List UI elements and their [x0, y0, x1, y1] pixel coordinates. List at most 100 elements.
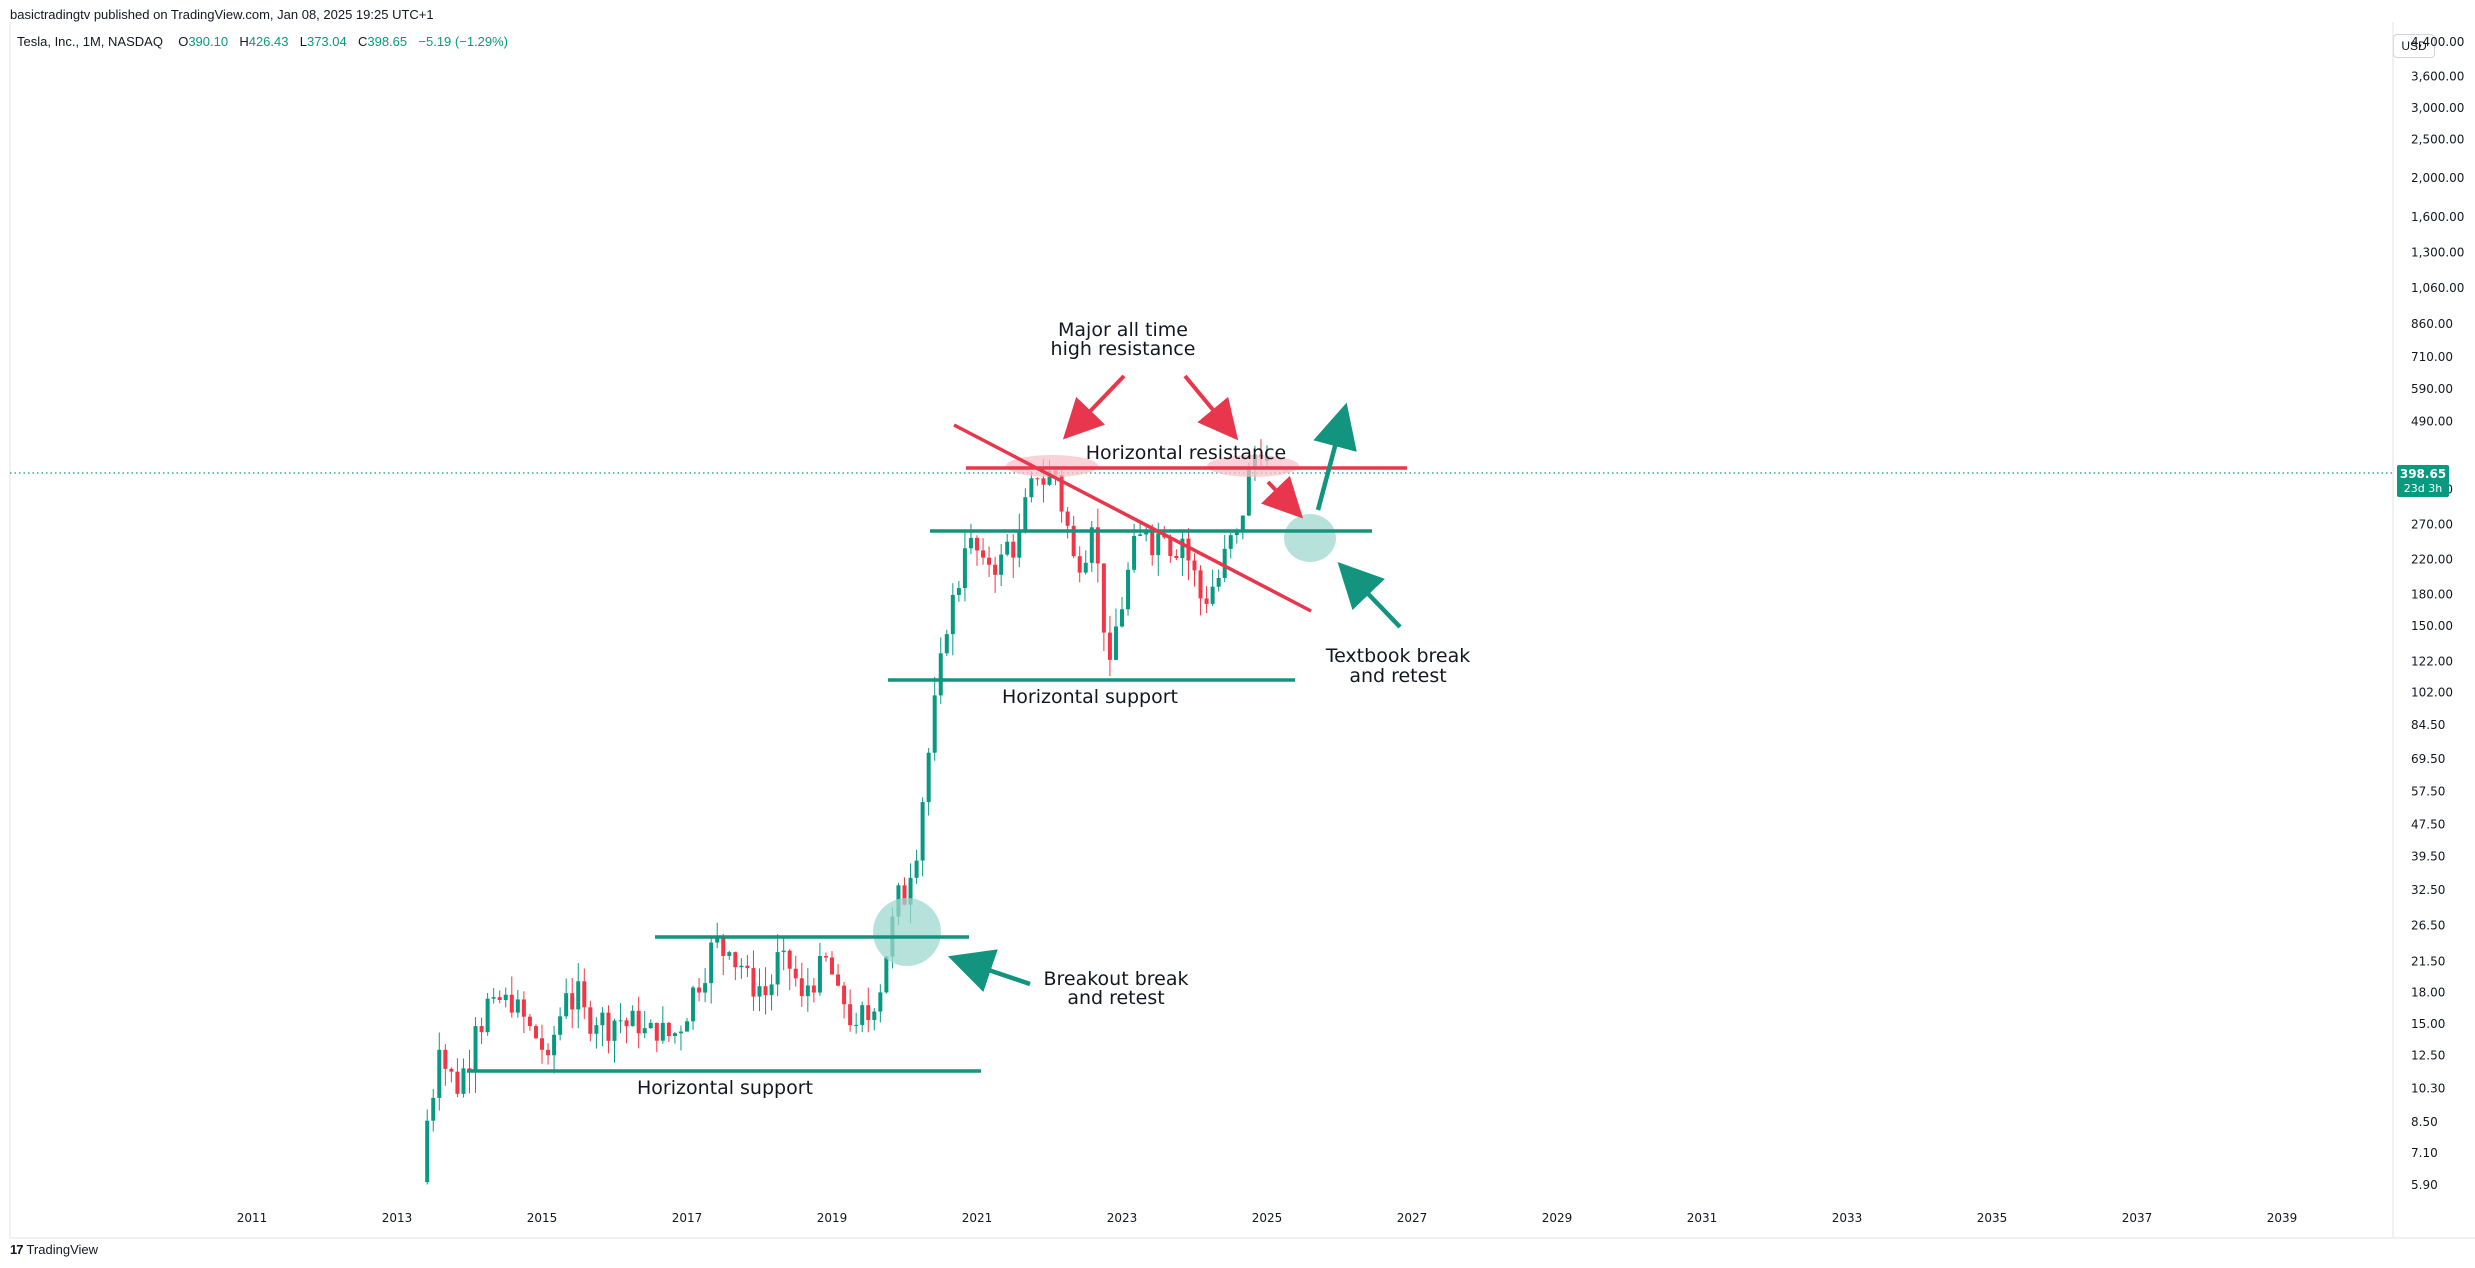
candle-body [1186, 538, 1191, 561]
candle-body [1101, 563, 1106, 633]
candle-body [685, 1021, 689, 1032]
published-caption: basictradingtv published on TradingView.… [10, 7, 434, 22]
price-tick-29: 12.50 [2411, 1048, 2445, 1062]
breakout-up-arrow [1313, 402, 1357, 511]
candle-body [709, 942, 714, 984]
candle-body [775, 952, 780, 985]
candle-body [1216, 577, 1221, 587]
candle-body [558, 1016, 563, 1035]
candle-body [1047, 470, 1052, 485]
candle-body [1265, 456, 1269, 461]
candles [425, 439, 1269, 1185]
candle-body [842, 985, 847, 1005]
candle-body [491, 997, 496, 999]
candle-body [830, 957, 834, 975]
candle-body [1162, 533, 1167, 538]
price-tick-25: 26.50 [2411, 918, 2445, 932]
candle-body [938, 653, 943, 696]
candle-body [848, 1004, 853, 1026]
candle-body [962, 548, 967, 589]
candle-body [1126, 569, 1131, 610]
time-tick-14: 2039 [2267, 1211, 2298, 1225]
candle-body [1228, 535, 1233, 549]
candle-body [485, 998, 490, 1033]
close-label: C [357, 34, 368, 49]
candle-body [956, 588, 961, 595]
candle-body [703, 983, 708, 993]
candle-body [533, 1026, 538, 1039]
price-tick-22: 47.50 [2411, 818, 2445, 832]
time-tick-9: 2029 [1542, 1211, 1573, 1225]
candle-body [1150, 529, 1155, 556]
candle-body [1059, 474, 1064, 512]
ath-arrow-right [1183, 374, 1239, 441]
candle-body [600, 1012, 605, 1026]
annotation-ath-1: Major all time [1058, 319, 1188, 341]
annotation-breakout-1: Breakout break [1043, 968, 1188, 990]
currency-button[interactable]: USD [2393, 34, 2435, 58]
time-tick-4: 2019 [817, 1211, 848, 1225]
time-tick-11: 2033 [1832, 1211, 1863, 1225]
candle-body [1204, 598, 1209, 604]
descending-trendline [953, 423, 1312, 613]
candle-body [672, 1033, 677, 1037]
last-price-badge [2397, 465, 2449, 497]
annotation-horizontal-support-upper: Horizontal support [1002, 686, 1178, 708]
time-tick-7: 2025 [1252, 1211, 1283, 1225]
candle-body [606, 1012, 611, 1041]
candle-body [461, 1068, 466, 1094]
candle-body [975, 537, 979, 551]
candle-body [497, 997, 502, 1001]
candle-body [660, 1022, 665, 1041]
candle-body [914, 860, 919, 878]
candle-body [1156, 533, 1161, 556]
candle-body [1192, 560, 1197, 571]
price-tick-3: 2,500.00 [2411, 133, 2464, 147]
price-tick-19: 84.50 [2411, 718, 2445, 732]
candle-body [1198, 570, 1203, 599]
candle-body [1065, 511, 1070, 526]
time-tick-2: 2015 [527, 1211, 558, 1225]
price-tick-13: 270.00 [2411, 517, 2453, 531]
time-tick-5: 2021 [962, 1211, 993, 1225]
textbook-retest-circle [1284, 514, 1336, 562]
price-tick-24: 32.50 [2411, 883, 2445, 897]
price-tick-6: 1,300.00 [2411, 246, 2464, 260]
candle-body [908, 877, 913, 905]
ath-left-ellipse [1006, 455, 1098, 477]
tradingview-brand[interactable]: 17 TradingView [10, 1242, 98, 1257]
change-value: −5.19 (−1.29%) [418, 34, 509, 49]
candle-body [1234, 529, 1239, 536]
candle-body [1017, 531, 1022, 558]
candle-body [630, 1010, 635, 1027]
candle-body [902, 885, 907, 905]
candle-body [515, 999, 520, 1013]
price-axis-ticks: 4,400.003,600.003,000.002,500.002,000.00… [2411, 35, 2464, 1192]
candle-body [1089, 527, 1094, 563]
candle-body [968, 537, 973, 549]
candle-body [1258, 454, 1263, 457]
price-tick-17: 122.00 [2411, 655, 2453, 669]
candle-body [944, 634, 949, 654]
candle-body [612, 1020, 617, 1041]
candle-body [479, 1026, 484, 1033]
candle-body [642, 1028, 647, 1034]
time-tick-0: 2011 [237, 1211, 268, 1225]
candle-body [823, 956, 828, 958]
candle-body [636, 1010, 641, 1034]
candle-body [781, 950, 786, 953]
candle-body [751, 968, 756, 997]
annotation-textbook-1: Textbook break [1325, 645, 1471, 667]
candle-body [582, 981, 587, 1008]
candle-body [443, 1049, 448, 1069]
candle-body [1053, 470, 1058, 475]
ath-arrow-left [1062, 374, 1126, 440]
price-tick-18: 102.00 [2411, 686, 2453, 700]
candle-body [890, 916, 895, 957]
candle-body [745, 965, 750, 969]
candle-body [896, 885, 901, 917]
candle-body [1005, 541, 1010, 555]
candle-body [588, 1007, 593, 1034]
